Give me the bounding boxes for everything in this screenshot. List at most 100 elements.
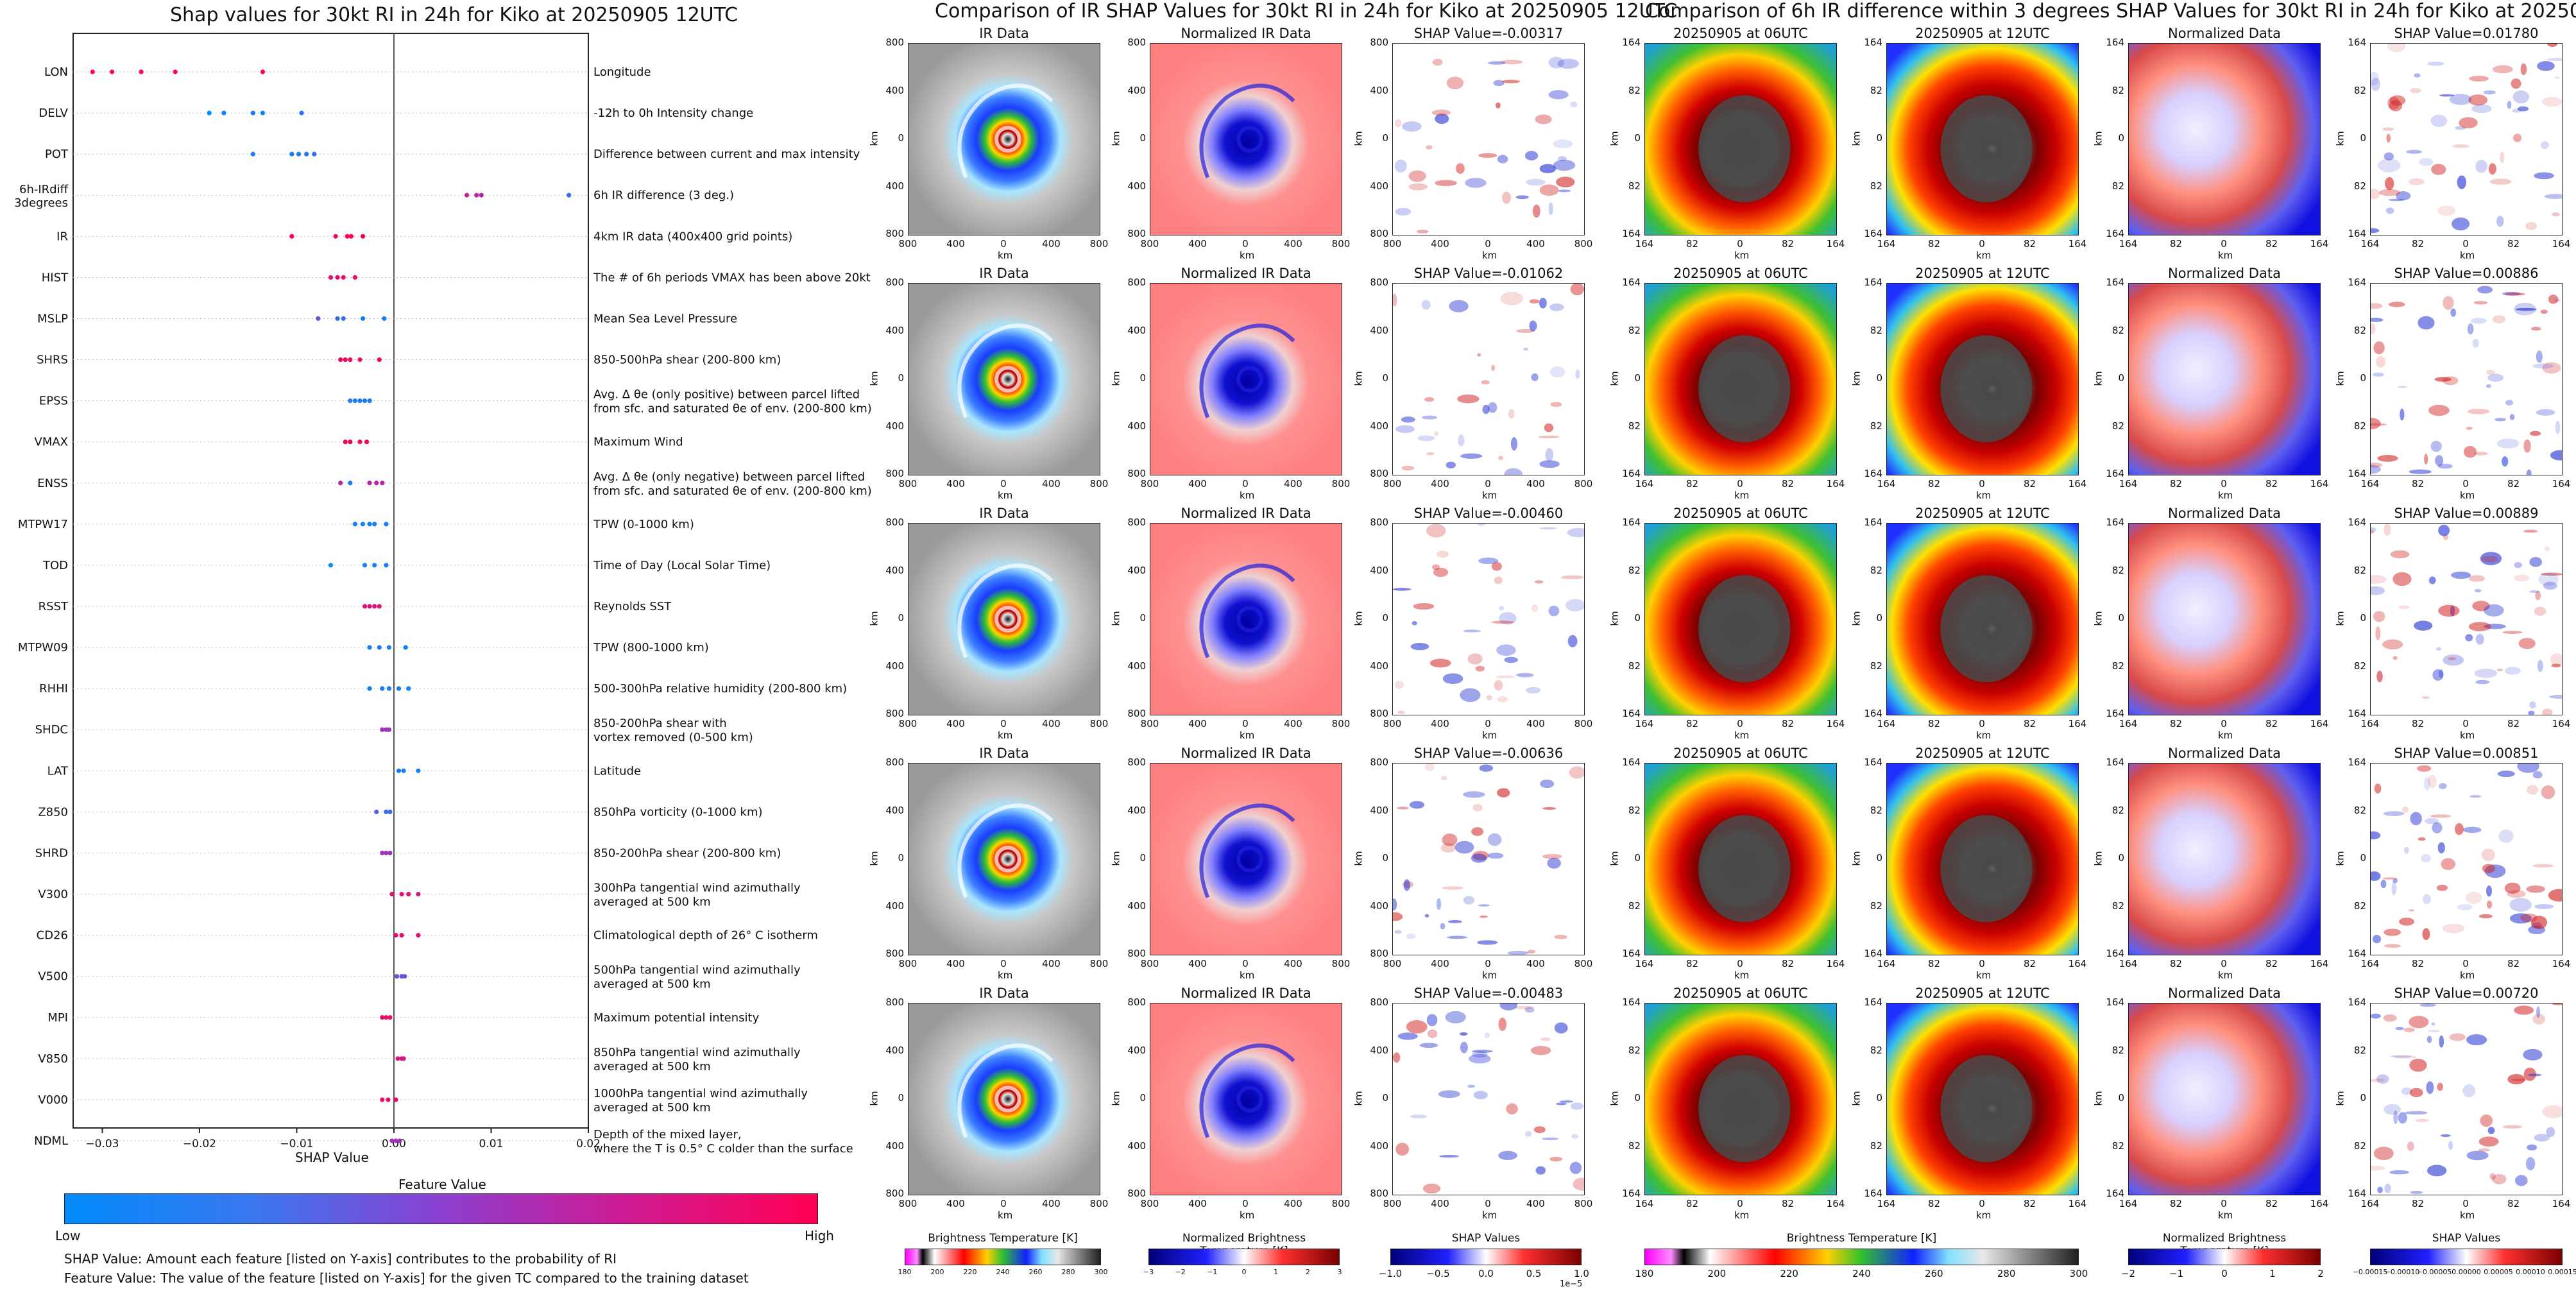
ir-section-title: Comparison of IR SHAP Values for 30kt RI… (935, 0, 1678, 22)
feature-description: Avg. Δ θe (only negative) between parcel… (593, 470, 865, 484)
y-tick-label: 0 (898, 372, 904, 384)
shap-point (357, 357, 363, 363)
y-tick-label: 164 (2348, 228, 2366, 239)
t12-panel (1886, 1003, 2079, 1195)
x-tick-label: 0 (1242, 958, 1249, 969)
feature-name-label: Z850 (38, 805, 68, 819)
x-tick-label: 82 (1685, 1198, 1699, 1209)
y-axis-label: km (2334, 611, 2346, 626)
x-tick-label: 164 (2119, 718, 2138, 730)
panel-title: IR Data (979, 746, 1029, 761)
y-tick-label: 800 (885, 948, 904, 959)
y-tick-label: 82 (2111, 1140, 2124, 1152)
shap-point (328, 275, 334, 280)
colorbar-label: SHAP Values (1451, 1232, 1521, 1245)
shap-point (357, 440, 363, 445)
feature-description: 850-200hPa shear with (593, 717, 727, 730)
x-axis-label: km (1482, 250, 1497, 261)
y-axis-label: km (1608, 611, 1621, 626)
feature-name-label: VMAX (35, 436, 69, 449)
y-tick-label: 400 (1127, 660, 1146, 672)
norm-panel (1150, 1003, 1342, 1195)
x-tick-label: 0 (2462, 718, 2469, 730)
footnote-shap-value: SHAP Value: Amount each feature [listed … (64, 1251, 617, 1267)
y-tick-label: 82 (1870, 804, 1882, 816)
y-axis-label: km (868, 611, 880, 626)
norm-image (1150, 44, 1342, 235)
panel-title: 20250905 at 06UTC (1673, 986, 1808, 1001)
shap-point (382, 316, 387, 321)
feature-description: Depth of the mixed layer, (593, 1128, 742, 1141)
x-tick-label: 82 (2265, 478, 2278, 490)
panel-title: 20250905 at 06UTC (1673, 266, 1808, 281)
panel-title: SHAP Value=0.00889 (2394, 506, 2539, 521)
x-tick-label: 0 (1485, 1198, 1491, 1209)
shap-point (393, 1097, 398, 1102)
x-tick-label: 800 (1574, 718, 1593, 730)
y-tick-label: 82 (1870, 900, 1882, 912)
x-tick-label: 164 (2310, 958, 2329, 969)
t06-panel (1644, 43, 1837, 235)
x-axis-label: km (998, 1209, 1013, 1221)
x-tick-label: 0 (1000, 718, 1007, 730)
shap-point (395, 1056, 400, 1061)
y-tick-label: 0 (898, 852, 904, 864)
shap-point (401, 768, 406, 773)
y-tick-label: 0 (1382, 372, 1388, 384)
shap-point (335, 316, 340, 321)
y-tick-label: 800 (1127, 228, 1146, 239)
x-tick-label: 82 (2411, 238, 2425, 250)
y-tick-label: 0 (2360, 372, 2366, 384)
panel-title: 20250905 at 12UTC (1915, 746, 2050, 761)
shap-panel (1392, 283, 1585, 475)
feature-name-label: RSST (38, 600, 69, 613)
x-tick-label: 800 (1383, 958, 1402, 969)
feature-description: averaged at 500 km (593, 978, 711, 991)
y-tick-label: 82 (2353, 84, 2366, 96)
y-tick-label: 82 (2111, 324, 2124, 336)
x-tick-label: 0 (1000, 478, 1007, 490)
y-tick-label: 82 (2111, 564, 2124, 576)
y-tick-label: 0 (1139, 852, 1146, 864)
y-tick-label: 82 (2111, 900, 2124, 912)
shap-point (374, 481, 379, 486)
y-tick-label: 400 (1370, 900, 1388, 912)
x-axis-label: km (1734, 490, 1750, 501)
nd-panel (2128, 283, 2321, 475)
panel-title: Normalized IR Data (1181, 266, 1311, 281)
colorbar-tick-label: 280 (1061, 1268, 1075, 1276)
shap-point (296, 151, 302, 157)
panel-title: 20250905 at 06UTC (1673, 506, 1808, 521)
x-tick-label: 164 (1826, 238, 1845, 250)
shap-point (289, 151, 294, 157)
shap-image (1393, 764, 1584, 955)
feature-description: from sfc. and saturated θe of env. (200-… (593, 484, 872, 498)
x-tick-label: 164 (2360, 238, 2380, 250)
x-tick-label: 164 (2552, 238, 2571, 250)
panel-title: IR Data (979, 986, 1029, 1001)
panel-title: IR Data (979, 266, 1029, 281)
y-tick-label: 0 (2118, 1092, 2124, 1104)
panel-title: Normalized Data (2168, 266, 2281, 281)
shap-point (362, 398, 368, 404)
shap-point (384, 850, 389, 856)
x-tick-label: 164 (2552, 1198, 2571, 1209)
x-tick-label: 164 (1877, 1198, 1896, 1209)
y-tick-label: 800 (885, 228, 904, 239)
shap-point (328, 563, 334, 568)
x-tick-label: 82 (1927, 478, 1941, 490)
x-tick-label: 82 (2169, 478, 2183, 490)
shap-point (360, 316, 366, 321)
y-tick-label: 82 (1870, 660, 1882, 672)
y-tick-label: 0 (1634, 852, 1641, 864)
y-tick-label: 82 (2353, 420, 2366, 432)
y-tick-label: 400 (1127, 84, 1146, 96)
panel-title: Normalized IR Data (1181, 746, 1311, 761)
y-tick-label: 0 (1876, 852, 1882, 864)
y-tick-label: 0 (1382, 1092, 1388, 1104)
colorbar-tick-label: 300 (2069, 1268, 2088, 1279)
x-tick-label: 800 (1383, 238, 1402, 250)
x-axis-label: km (1240, 730, 1255, 741)
t06-image (1645, 524, 1836, 715)
shap-point (416, 768, 421, 773)
